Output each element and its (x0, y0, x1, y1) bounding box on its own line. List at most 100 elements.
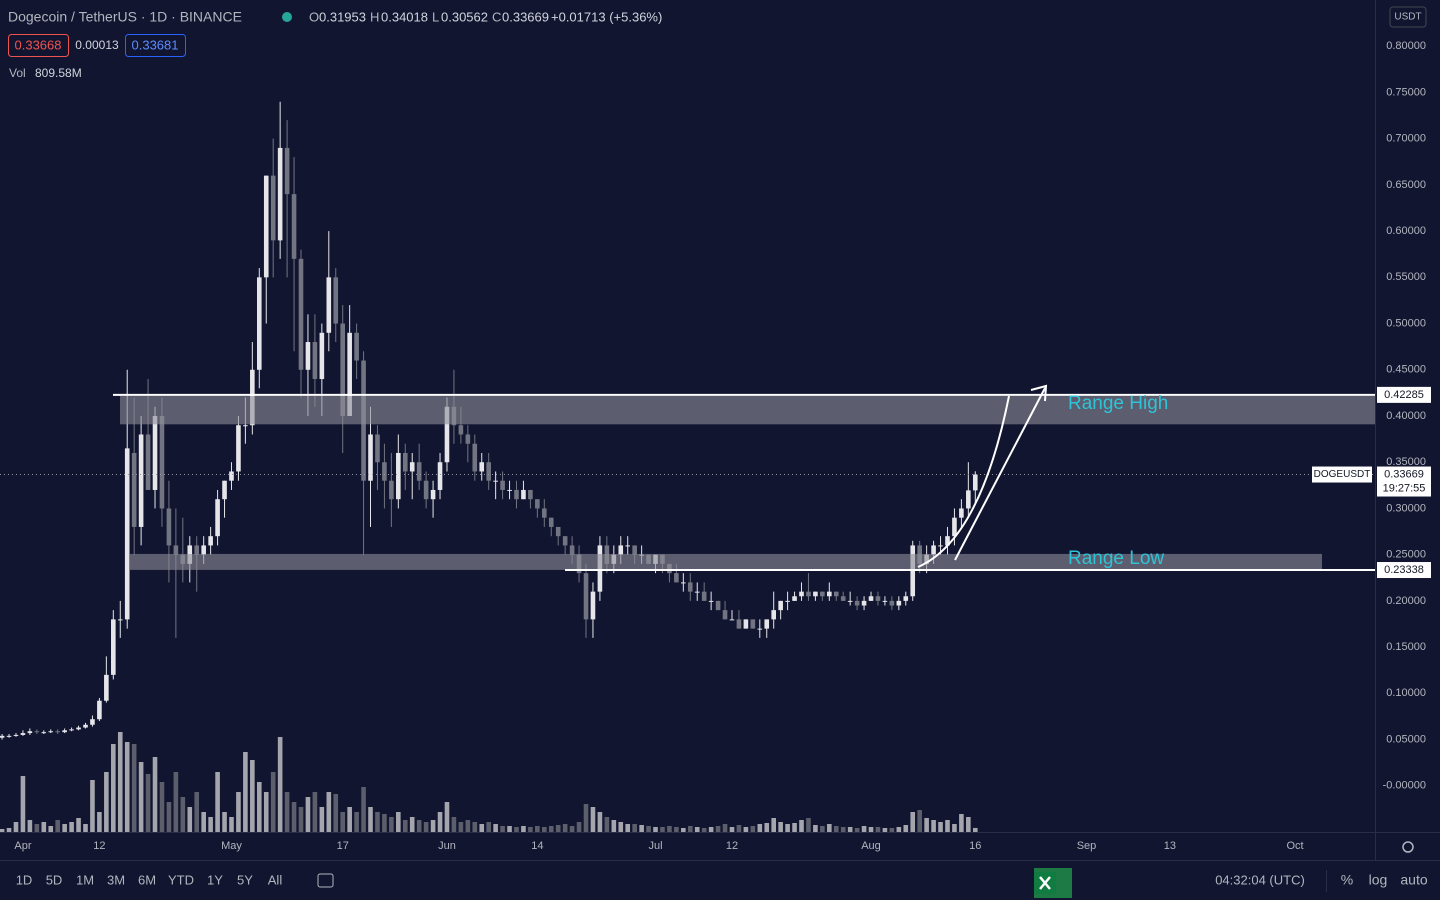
volume-bar (896, 827, 902, 832)
candle-body (681, 582, 686, 584)
volume-bar (514, 827, 519, 832)
volume-bar (229, 817, 234, 832)
range-button[interactable]: 6M (138, 872, 156, 887)
scale-option[interactable]: % (1341, 872, 1353, 888)
candle-body (104, 674, 109, 701)
candle-body (729, 619, 735, 621)
ask-box[interactable] (125, 34, 186, 57)
candle-body (444, 406, 450, 463)
volume-bar (389, 817, 394, 832)
h-letter: H (370, 9, 379, 24)
volume-bar (243, 752, 248, 832)
symbol-tag: DOGEUSDT (1314, 469, 1371, 480)
volume-bar (263, 792, 269, 832)
volume-bar (138, 762, 144, 832)
candle-body (694, 591, 700, 593)
candle-body (409, 462, 415, 472)
candle-body (959, 508, 964, 518)
volume-bar (305, 797, 311, 832)
volume-bar (187, 807, 193, 832)
candle-body (806, 591, 811, 597)
volume-bar (729, 827, 735, 832)
volume-bar (284, 792, 290, 832)
volume-bar (625, 824, 631, 832)
volume-bar (632, 824, 637, 832)
candle-body (896, 600, 902, 606)
bid-box[interactable] (8, 34, 69, 57)
range-button[interactable]: 5Y (237, 872, 253, 887)
candle-body (486, 462, 491, 481)
y-tick-label: 0.65000 (1386, 179, 1426, 191)
volume-bar (827, 824, 832, 832)
scale-option[interactable]: log (1369, 872, 1388, 888)
volume-bar (479, 824, 485, 832)
candle-body (854, 600, 860, 606)
range-button[interactable]: 3M (107, 872, 125, 887)
volume-bar (528, 827, 533, 832)
volume-bar (104, 772, 109, 832)
x-tick-label: Jul (648, 840, 662, 852)
volume-bar (966, 817, 971, 832)
overlay (917, 384, 1048, 568)
range-button[interactable]: YTD (168, 872, 194, 887)
volume-bar (910, 812, 916, 832)
status-dot (282, 12, 292, 22)
x-tick-label: Apr (14, 840, 31, 852)
candle-body (208, 536, 213, 546)
volume-bar (681, 828, 686, 832)
bid[interactable]: 0.33668 (15, 37, 62, 52)
candle-body (847, 600, 853, 602)
drawn-curve (917, 395, 1010, 568)
volume-bar (708, 827, 714, 832)
volume-bar (347, 807, 352, 832)
candle-body (41, 732, 47, 734)
y-tick-label: 0.15000 (1386, 641, 1426, 653)
volume-bar (507, 826, 512, 832)
candle-body (833, 591, 839, 597)
candle-body (215, 499, 220, 537)
volume-bar (576, 822, 582, 832)
volume-bar (639, 825, 644, 832)
volume-bar (354, 812, 359, 832)
range-button[interactable]: All (268, 872, 283, 887)
scale-option[interactable]: auto (1400, 872, 1427, 888)
volume-bar (590, 807, 596, 832)
drawn-arrow (954, 387, 1046, 561)
volume-bar (20, 776, 26, 832)
volume-bar (250, 760, 255, 832)
candle-body (465, 434, 471, 444)
volume-bar (326, 792, 332, 832)
volume-bar (340, 812, 346, 832)
candle-body (687, 582, 693, 592)
volume-bar (771, 818, 776, 832)
candle-body (333, 277, 339, 324)
ask[interactable]: 0.33681 (132, 37, 179, 52)
volume-bar (173, 772, 179, 832)
range-button[interactable]: 1Y (207, 872, 223, 887)
candle-body (194, 545, 200, 555)
range-button[interactable]: 1M (76, 872, 94, 887)
l-letter: L (432, 9, 439, 24)
candle-body (618, 545, 624, 555)
volume-bar (145, 774, 151, 832)
candle-body (305, 342, 311, 370)
candle-body (861, 600, 867, 606)
candle-body (722, 610, 728, 620)
candle-body (166, 508, 172, 546)
volume-bar (277, 737, 283, 832)
date-range-icon[interactable] (317, 873, 334, 888)
range-button[interactable]: 1D (16, 872, 33, 887)
candle-body (827, 591, 832, 597)
settings-icon[interactable] (1402, 841, 1414, 853)
clock: 04:32:04 (UTC) (1215, 872, 1305, 887)
candle-body (152, 416, 158, 490)
candle-body (375, 434, 380, 463)
candle-body (430, 489, 436, 500)
candle-body (521, 489, 526, 500)
level-annotation: Range Low (1068, 548, 1164, 569)
volume-bar (972, 827, 978, 832)
volume-bar (757, 824, 763, 832)
volume-bar (555, 825, 561, 832)
range-button[interactable]: 5D (46, 872, 63, 887)
